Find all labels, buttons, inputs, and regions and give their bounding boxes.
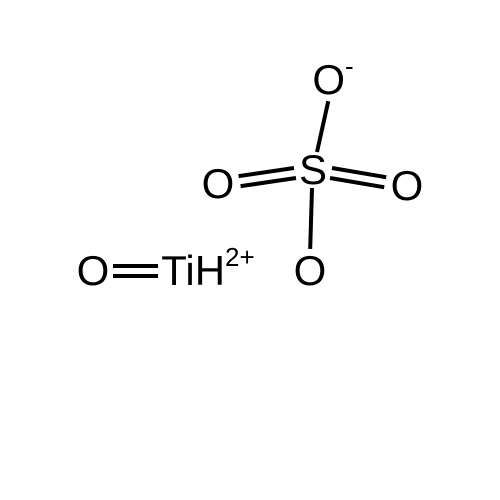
atom-charge: - xyxy=(345,51,354,81)
atom-O1: O xyxy=(77,247,110,295)
atom-S: S xyxy=(299,146,327,194)
chemical-structure-diagram: OTiH2+OSOOO- xyxy=(0,0,500,500)
bond-line xyxy=(113,274,158,278)
bond-line xyxy=(330,176,385,189)
atom-label: O xyxy=(391,162,424,209)
bond-line xyxy=(113,264,158,268)
bond-line xyxy=(239,166,295,178)
atom-O4: O xyxy=(391,162,424,210)
atom-label: S xyxy=(299,146,327,193)
atom-charge: 2+ xyxy=(225,242,255,272)
atom-label: O xyxy=(312,56,345,103)
atom-label: O xyxy=(77,247,110,294)
atom-label: O xyxy=(294,247,327,294)
atom-O3: O xyxy=(202,160,235,208)
atom-O2: O xyxy=(294,247,327,295)
atom-label: TiH xyxy=(161,247,225,294)
bond-line xyxy=(240,176,296,188)
atom-label: O xyxy=(202,160,235,207)
atom-Ti: TiH2+ xyxy=(161,247,254,295)
atom-O5: O- xyxy=(312,56,353,104)
bond-line xyxy=(309,188,315,249)
